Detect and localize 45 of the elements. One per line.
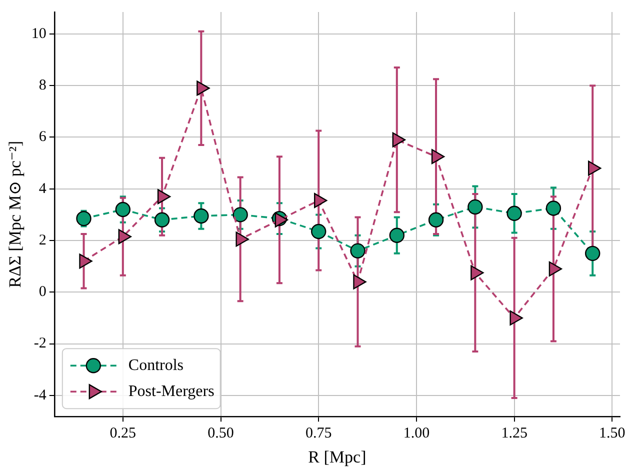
point bbox=[470, 265, 484, 280]
x-tick-label: 0.25 bbox=[110, 426, 136, 442]
x-tick-label: 0.75 bbox=[305, 426, 332, 442]
y-tick-label: 4 bbox=[38, 180, 47, 197]
y-tick-label: 2 bbox=[38, 232, 46, 248]
y-tick-label: 6 bbox=[38, 129, 47, 146]
point bbox=[157, 189, 171, 204]
point bbox=[392, 132, 406, 148]
y-axis-title: RΔΣ [Mpc M⊙ pc⁻²] bbox=[6, 140, 25, 288]
point bbox=[431, 149, 445, 164]
point bbox=[196, 80, 210, 96]
point bbox=[548, 261, 562, 276]
point bbox=[588, 160, 602, 176]
point bbox=[76, 210, 92, 226]
legend-label: Post-Mergers bbox=[128, 382, 214, 400]
x-tick-label: 1.25 bbox=[501, 426, 528, 442]
point bbox=[428, 212, 444, 228]
point bbox=[115, 202, 130, 218]
point bbox=[79, 254, 92, 269]
point bbox=[311, 224, 326, 240]
y-tick-label: 0 bbox=[38, 284, 46, 300]
y-tick-label: -2 bbox=[34, 336, 46, 352]
point bbox=[236, 232, 249, 247]
point bbox=[585, 246, 600, 262]
point bbox=[468, 199, 483, 215]
x-tick-label: 1.50 bbox=[599, 426, 626, 442]
point bbox=[118, 229, 132, 244]
legend-label: Controls bbox=[128, 356, 184, 374]
x-tick-label: 0.50 bbox=[208, 426, 234, 442]
point bbox=[314, 192, 328, 208]
y-tick-label: 8 bbox=[38, 78, 46, 94]
y-tick-label: 10 bbox=[31, 26, 46, 42]
point bbox=[506, 206, 522, 221]
point bbox=[194, 208, 209, 224]
point bbox=[232, 207, 248, 222]
point bbox=[350, 243, 366, 258]
point bbox=[546, 200, 562, 216]
x-tick-label: 1.00 bbox=[403, 426, 430, 442]
y-tick-label: -4 bbox=[34, 387, 47, 404]
point bbox=[353, 274, 366, 290]
x-axis-title: R [Mpc] bbox=[308, 447, 366, 466]
point bbox=[154, 212, 170, 228]
point bbox=[510, 310, 523, 326]
point bbox=[274, 212, 288, 228]
point bbox=[389, 228, 404, 243]
